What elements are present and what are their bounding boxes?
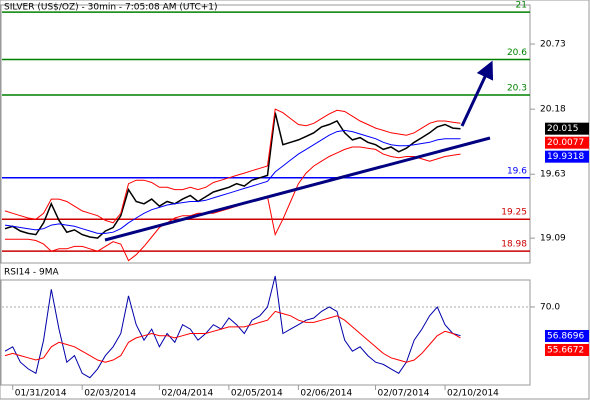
value-box-label: 19.9318 xyxy=(547,152,584,162)
y-tick-label: 19.09 xyxy=(540,234,566,244)
value-box xyxy=(545,150,589,163)
x-tick-label: 02/06/2014 xyxy=(300,389,352,399)
value-box-label: 20.015 xyxy=(547,124,579,134)
rsi-panel xyxy=(0,279,531,386)
y-tick-label: 70.0 xyxy=(540,302,560,312)
series-line xyxy=(4,129,461,234)
value-box-label: 55.6672 xyxy=(547,345,584,355)
level-label: 19.25 xyxy=(501,208,527,218)
trend-line xyxy=(104,136,491,242)
level-label: 19.6 xyxy=(507,166,527,176)
y-tick-label: 20.18 xyxy=(540,105,566,115)
x-tick-label: 02/07/2014 xyxy=(378,389,430,399)
value-box-label: 56.8696 xyxy=(547,331,584,341)
level-label: 20.6 xyxy=(507,48,527,58)
value-box xyxy=(545,343,589,356)
price-panel xyxy=(0,4,531,264)
series-line xyxy=(4,108,461,224)
y-tick-label: 19.63 xyxy=(540,170,566,180)
level-label: 20.3 xyxy=(507,83,527,93)
chart-title: SILVER (US$/OZ) - 30min - 7:05:08 AM (UT… xyxy=(4,3,218,13)
value-box xyxy=(545,329,589,342)
level-label: 21 xyxy=(516,1,527,11)
x-tick-label: 02/03/2014 xyxy=(84,389,136,399)
value-box-label: 20.0077 xyxy=(547,138,584,148)
series-line xyxy=(4,275,461,379)
x-tick-label: 02/10/2014 xyxy=(447,389,499,399)
rsi-title: RSI14 - 9MA xyxy=(4,268,60,278)
level-label: 18.98 xyxy=(501,240,527,250)
x-tick-label: 02/04/2014 xyxy=(161,389,213,399)
x-tick-label: 02/05/2014 xyxy=(231,389,283,399)
projection-arrow xyxy=(460,60,494,127)
y-tick-label: 20.73 xyxy=(540,40,566,50)
series-line xyxy=(4,310,461,363)
series-line xyxy=(4,112,461,239)
value-box xyxy=(545,122,589,135)
value-box xyxy=(545,136,589,149)
x-tick-label: 01/31/2014 xyxy=(15,389,67,399)
